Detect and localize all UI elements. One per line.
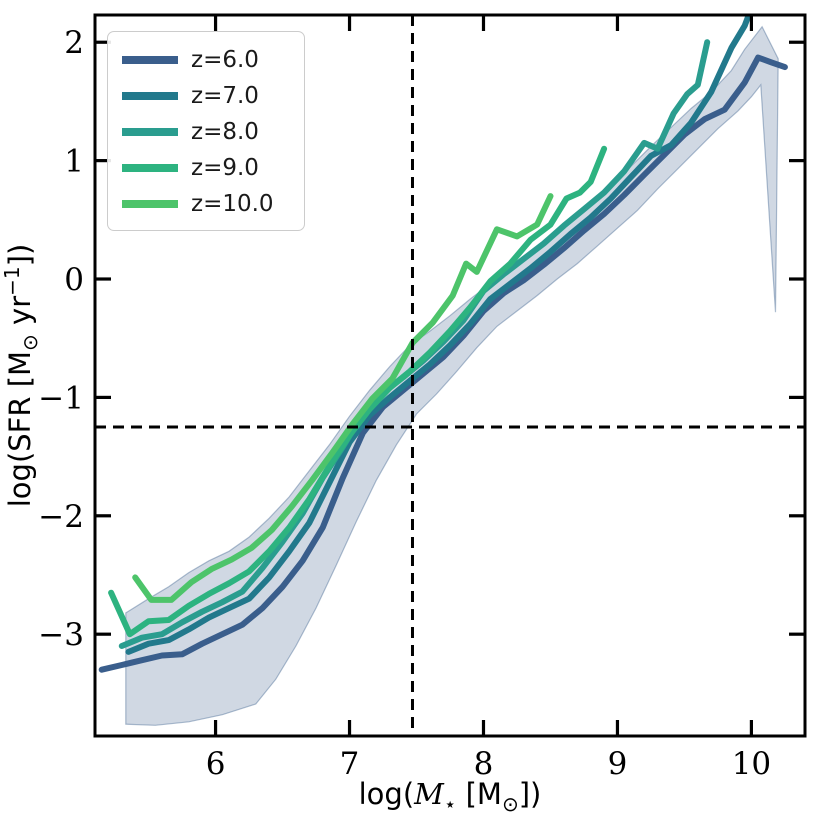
legend-item: z=10.0 (122, 186, 304, 222)
series-line-z7 (125, 15, 752, 655)
legend-label-z10: z=10.0 (191, 190, 274, 217)
legend-label-z9: z=9.0 (191, 154, 259, 181)
x-tick-label: 8 (474, 746, 494, 782)
legend-item: z=7.0 (122, 78, 304, 114)
legend-swatch-z7 (122, 92, 178, 100)
y-tick-labels: 2 1 0 −1 −2 −3 (38, 25, 84, 653)
legend-swatch-z8 (122, 128, 178, 136)
series-line-z9 (108, 145, 608, 638)
y-tick-label: −2 (38, 499, 84, 535)
y-tick-label: −1 (38, 380, 84, 416)
plot-area (95, 15, 805, 736)
axes-spines (93, 13, 807, 738)
series-line-z6 (98, 54, 788, 673)
y-axis-label: log(SFR [M⊙ yr−1]) (0, 244, 42, 508)
series-line-z10 (132, 193, 554, 603)
y-tick-label: 2 (64, 25, 84, 61)
y-tick-label: 0 (64, 262, 84, 298)
legend-label-z7: z=7.0 (191, 82, 259, 109)
x-axis-label: log(M⋆ [M⊙]) (359, 777, 542, 816)
x-tick-label: 9 (608, 746, 628, 782)
x-tick-label: 6 (206, 746, 226, 782)
legend-item: z=6.0 (122, 42, 304, 78)
y-tick-label: −3 (38, 617, 84, 653)
x-tick-label: 10 (732, 746, 771, 782)
x-tick-labels: 6 7 8 9 10 (206, 746, 771, 782)
y-tick-label: 1 (64, 144, 84, 180)
legend-item: z=9.0 (122, 150, 304, 186)
legend-label-z6: z=6.0 (191, 46, 259, 73)
x-tick-label: 7 (340, 746, 360, 782)
legend-swatch-z10 (122, 200, 178, 208)
tick-marks (95, 15, 805, 736)
legend: z=6.0 z=7.0 z=8.0 z=9.0 z=10.0 (107, 31, 305, 231)
legend-swatch-z6 (122, 56, 178, 64)
legend-label-z8: z=8.0 (191, 118, 259, 145)
legend-item: z=8.0 (122, 114, 304, 150)
legend-swatch-z9 (122, 164, 178, 172)
